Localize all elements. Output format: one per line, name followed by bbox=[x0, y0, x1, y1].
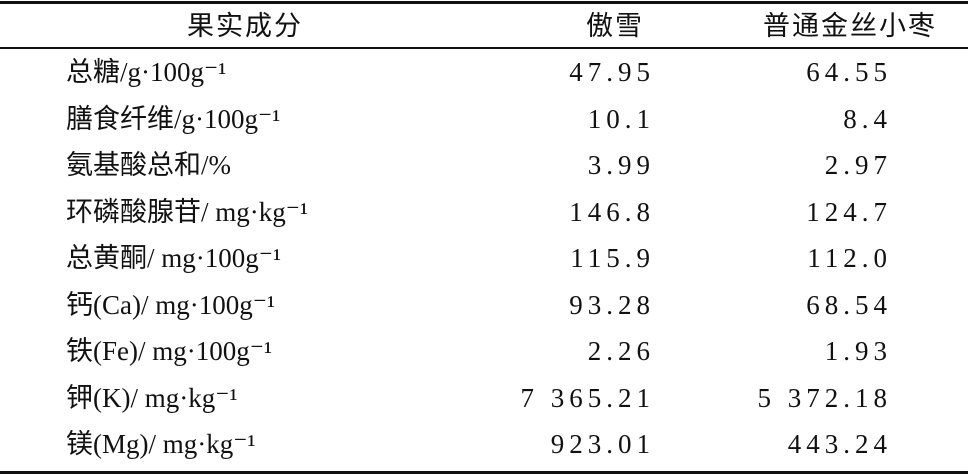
value-cell: 124.7 bbox=[806, 196, 892, 227]
value-cell: 64.55 bbox=[806, 57, 892, 87]
value-cell: 8.4 bbox=[843, 103, 892, 134]
value-cell: 2.97 bbox=[824, 150, 892, 180]
value-cell: 3.99 bbox=[587, 150, 655, 180]
header-cell: 傲雪 bbox=[586, 11, 644, 41]
row-label: 钾(K)/ mg·kg⁻¹ bbox=[66, 382, 238, 413]
value-cell: 146.8 bbox=[569, 196, 655, 227]
value-cell: 1.93 bbox=[824, 336, 892, 366]
value-cell: 2.26 bbox=[587, 336, 655, 366]
value-cell: 112.0 bbox=[807, 243, 892, 273]
value-cell: 115.9 bbox=[570, 243, 655, 273]
row-label: 总糖/g·100g⁻¹ bbox=[66, 57, 227, 87]
row-label: 膳食纤维/g·100g⁻¹ bbox=[66, 103, 281, 134]
header-cell: 普通金丝小枣 bbox=[763, 11, 937, 41]
top-rule bbox=[0, 1, 968, 4]
row-label: 氨基酸总和/% bbox=[66, 150, 231, 180]
value-cell: 68.54 bbox=[806, 289, 892, 320]
value-cell: 5 372.18 bbox=[757, 382, 892, 413]
bottom-rule bbox=[0, 471, 968, 474]
value-cell: 923.01 bbox=[550, 429, 655, 459]
value-cell: 10.1 bbox=[587, 103, 655, 134]
header-rule bbox=[0, 47, 968, 49]
value-cell: 47.95 bbox=[569, 57, 655, 87]
value-cell: 93.28 bbox=[569, 289, 655, 320]
value-cell: 443.24 bbox=[787, 429, 892, 459]
header-cell: 果实成分 bbox=[187, 11, 303, 41]
value-cell: 7 365.21 bbox=[520, 382, 655, 413]
row-label: 环磷酸腺苷/ mg·kg⁻¹ bbox=[66, 196, 309, 227]
row-label: 铁(Fe)/ mg·100g⁻¹ bbox=[66, 336, 273, 366]
row-label: 总黄酮/ mg·100g⁻¹ bbox=[66, 243, 282, 273]
row-label: 镁(Mg)/ mg·kg⁻¹ bbox=[66, 429, 256, 459]
row-label: 钙(Ca)/ mg·100g⁻¹ bbox=[66, 289, 276, 320]
